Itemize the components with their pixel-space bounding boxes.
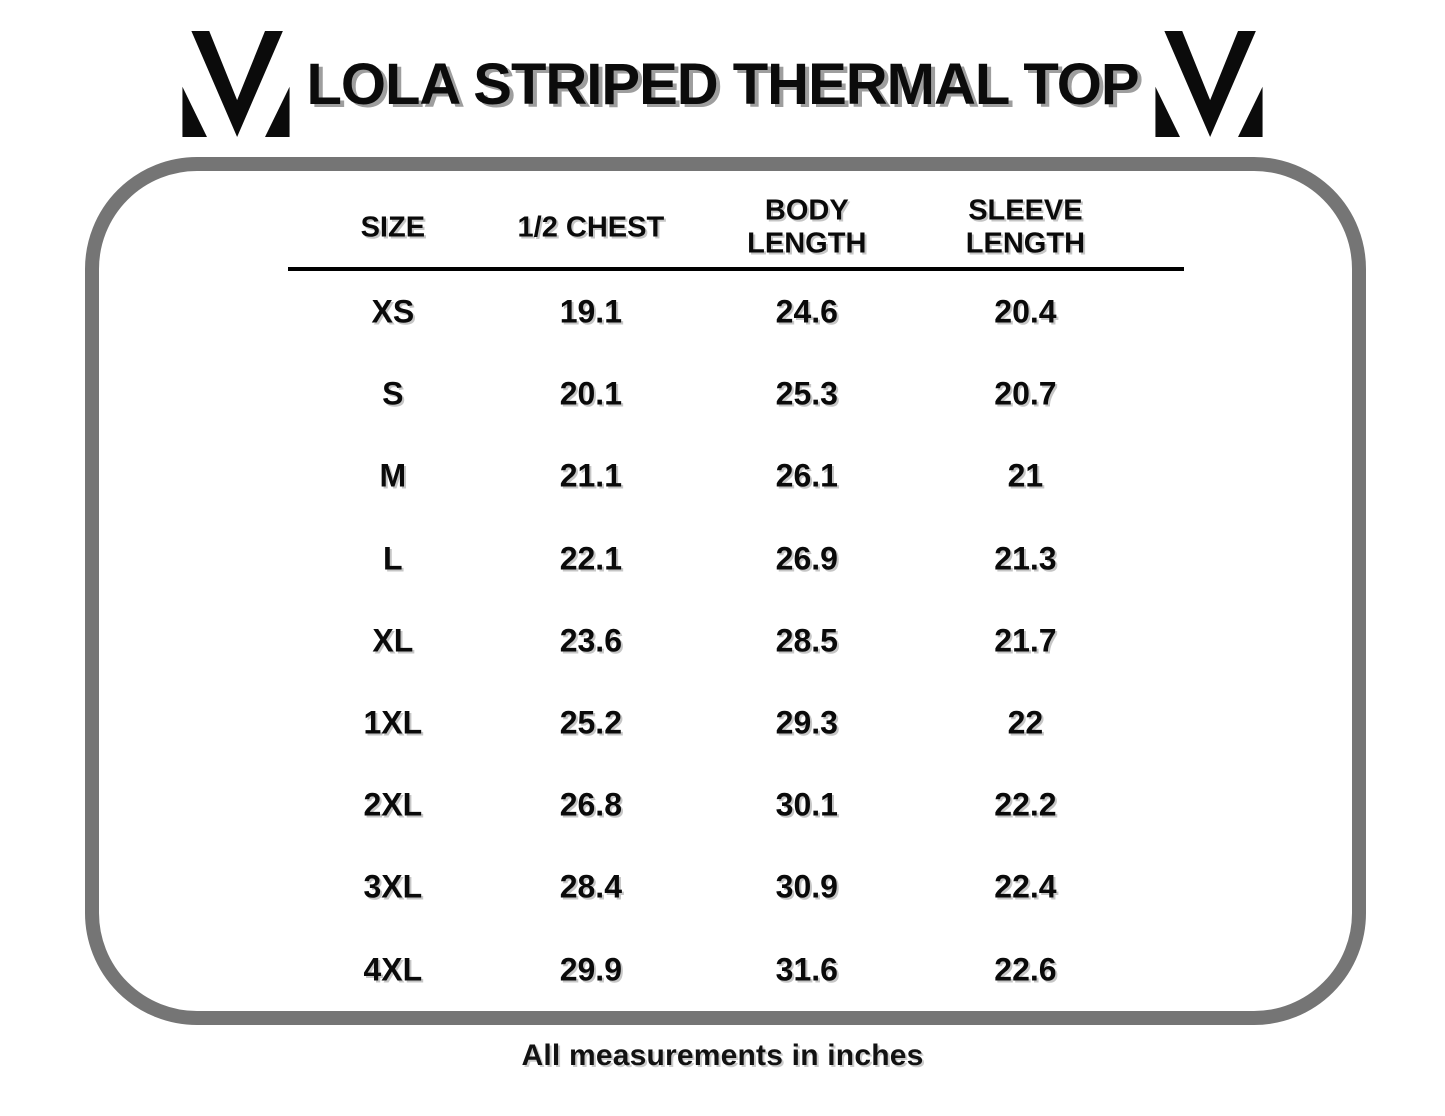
measurement-cell: 30.9 <box>775 868 838 905</box>
page-header: LOLA STRIPED THERMAL TOP <box>0 22 1445 146</box>
size-cell: 2XL <box>363 786 423 823</box>
measurement-cell: 20.1 <box>559 375 622 412</box>
measurement-cell: 22 <box>1007 704 1044 741</box>
size-cell: S <box>382 375 404 412</box>
column-header: SLEEVE LENGTH <box>965 194 1086 260</box>
table-body: XS 19.1 24.6 20.4 S 20.1 25.3 20.7 M 21.1 26.1 21 L 2… <box>288 271 1184 1011</box>
table-header-row: SIZE 1/2 CHEST BODY LENGTH SLEEVE LENGTH <box>288 188 1184 271</box>
size-cell: 3XL <box>363 868 423 905</box>
measurement-cell: 28.5 <box>775 622 838 659</box>
measurement-cell: 24.6 <box>775 293 838 330</box>
size-chart-frame <box>85 157 1366 1025</box>
measurement-cell: 25.2 <box>559 704 622 741</box>
size-cell: XS <box>371 293 415 330</box>
table-row: M 21.1 26.1 21 <box>288 435 1184 517</box>
brand-m-monogram-icon <box>1154 31 1263 137</box>
table-row: 4XL 29.9 31.6 22.6 <box>288 929 1184 1011</box>
size-chart-table: SIZE 1/2 CHEST BODY LENGTH SLEEVE LENGTH XS 19… <box>288 188 1184 1011</box>
measurement-cell: 21.7 <box>994 622 1057 659</box>
measurement-cell: 29.9 <box>559 951 622 988</box>
measurement-cell: 26.8 <box>559 786 622 823</box>
measurement-cell: 20.7 <box>994 375 1057 412</box>
measurement-cell: 31.6 <box>775 951 838 988</box>
brand-m-monogram-icon <box>182 31 291 137</box>
measurement-cell: 21.3 <box>994 540 1057 577</box>
measurement-cell: 26.1 <box>775 457 838 494</box>
size-cell: M <box>379 457 407 494</box>
measurement-cell: 22.6 <box>994 951 1057 988</box>
column-header: BODY LENGTH <box>747 194 867 260</box>
measurement-cell: 30.1 <box>775 786 838 823</box>
measurement-cell: 22.2 <box>994 786 1057 823</box>
measurement-cell: 21.1 <box>559 457 622 494</box>
table-row: S 20.1 25.3 20.7 <box>288 353 1184 435</box>
size-cell: 4XL <box>363 951 423 988</box>
page-title: LOLA STRIPED THERMAL TOP <box>306 51 1139 117</box>
table-row: 2XL 26.8 30.1 22.2 <box>288 764 1184 846</box>
measurement-cell: 23.6 <box>559 622 622 659</box>
column-header: 1/2 CHEST <box>517 210 665 243</box>
table-row: 1XL 25.2 29.3 22 <box>288 682 1184 764</box>
measurement-cell: 22.4 <box>994 868 1057 905</box>
table-row: XS 19.1 24.6 20.4 <box>288 271 1184 353</box>
table-row: XL 23.6 28.5 21.7 <box>288 600 1184 682</box>
measurements-note: All measurements in inches <box>521 1039 924 1072</box>
measurement-cell: 22.1 <box>559 540 622 577</box>
measurement-cell: 29.3 <box>775 704 838 741</box>
measurement-cell: 19.1 <box>559 293 622 330</box>
table-row: L 22.1 26.9 21.3 <box>288 518 1184 600</box>
size-cell: L <box>383 540 403 577</box>
measurement-cell: 28.4 <box>559 868 622 905</box>
column-header: SIZE <box>360 210 426 243</box>
table-row: 3XL 28.4 30.9 22.4 <box>288 846 1184 928</box>
size-cell: XL <box>372 622 414 659</box>
measurement-cell: 26.9 <box>775 540 838 577</box>
measurement-cell: 20.4 <box>994 293 1057 330</box>
size-cell: 1XL <box>363 704 423 741</box>
measurement-cell: 25.3 <box>775 375 838 412</box>
measurement-cell: 21 <box>1007 457 1044 494</box>
